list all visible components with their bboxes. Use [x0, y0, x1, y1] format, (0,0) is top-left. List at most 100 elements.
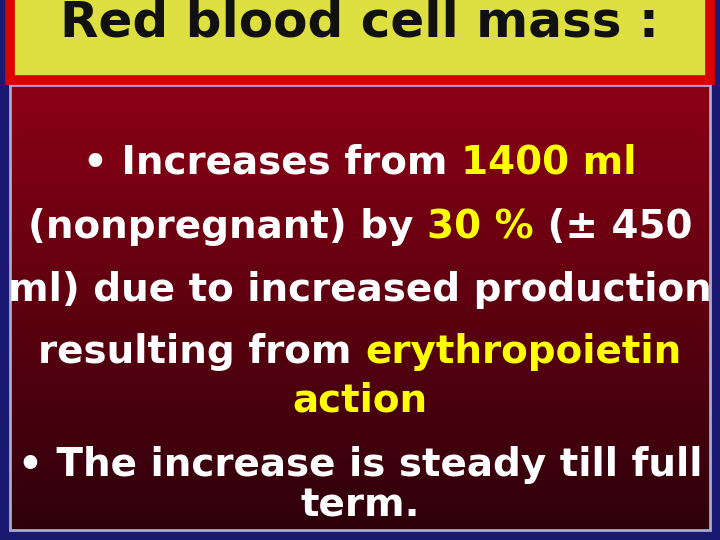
Bar — [10, 262, 710, 266]
Bar — [10, 339, 710, 343]
Bar — [10, 458, 710, 462]
Text: 30 %: 30 % — [427, 208, 534, 246]
Bar — [10, 416, 710, 420]
Text: • Increases from: • Increases from — [84, 144, 462, 182]
Bar — [10, 146, 710, 150]
Text: (± 450: (± 450 — [534, 208, 692, 246]
Bar — [10, 170, 710, 174]
Bar — [10, 520, 710, 524]
Bar — [10, 102, 710, 106]
Bar — [10, 208, 710, 213]
Bar — [10, 283, 710, 287]
Bar — [10, 333, 710, 337]
Bar — [10, 206, 710, 210]
Bar — [10, 220, 710, 225]
Bar — [10, 393, 710, 396]
Bar — [10, 93, 710, 97]
Bar — [10, 404, 710, 408]
Bar — [10, 256, 710, 260]
Bar — [10, 467, 710, 471]
Bar — [10, 372, 710, 376]
Bar — [10, 375, 710, 379]
Bar — [10, 313, 710, 316]
Bar — [10, 295, 710, 299]
Bar — [10, 274, 710, 278]
Bar — [10, 197, 710, 201]
Bar — [10, 511, 710, 515]
Bar — [10, 389, 710, 394]
Bar — [10, 271, 710, 275]
Bar — [10, 461, 710, 465]
Bar — [10, 517, 710, 521]
Bar — [10, 478, 710, 483]
Bar — [10, 230, 710, 233]
Bar — [10, 490, 710, 495]
Bar — [10, 357, 710, 361]
Bar — [10, 194, 710, 198]
Bar — [10, 437, 710, 441]
Bar — [10, 419, 710, 423]
Bar — [10, 455, 710, 459]
Bar — [10, 366, 710, 370]
Bar — [10, 259, 710, 263]
Bar — [10, 472, 710, 477]
Bar — [10, 161, 710, 165]
Bar — [10, 247, 710, 251]
Bar — [10, 496, 710, 501]
Bar — [10, 321, 710, 325]
Bar — [10, 484, 710, 489]
Bar — [10, 179, 710, 183]
Bar — [10, 381, 710, 384]
Bar — [10, 96, 710, 100]
Bar — [10, 182, 710, 186]
Bar — [10, 440, 710, 444]
Bar — [10, 351, 710, 355]
Bar — [10, 505, 710, 509]
Bar — [10, 253, 710, 257]
Bar — [10, 232, 710, 237]
Bar — [10, 301, 710, 305]
Text: resulting from: resulting from — [38, 333, 365, 371]
Bar — [10, 383, 710, 388]
Bar — [10, 476, 710, 480]
Bar — [10, 425, 710, 429]
Bar — [10, 268, 710, 272]
Bar — [10, 289, 710, 293]
Bar — [10, 336, 710, 340]
Bar — [10, 129, 710, 132]
Bar — [10, 143, 710, 147]
Bar — [10, 309, 710, 313]
Bar — [10, 105, 710, 109]
Text: • The increase is steady till full: • The increase is steady till full — [18, 447, 702, 484]
Bar — [10, 488, 710, 491]
Bar — [10, 431, 710, 435]
Bar — [10, 277, 710, 281]
Bar — [10, 413, 710, 417]
Bar — [10, 407, 710, 411]
Bar — [10, 108, 710, 112]
Text: action: action — [292, 382, 428, 420]
Bar — [10, 224, 710, 227]
Bar — [10, 111, 710, 114]
Bar — [10, 185, 710, 189]
Bar — [10, 0, 710, 80]
Bar — [10, 125, 710, 130]
Bar — [10, 218, 710, 221]
Bar — [10, 342, 710, 346]
Bar — [10, 214, 710, 219]
Bar — [10, 422, 710, 426]
Bar — [10, 292, 710, 295]
Bar — [10, 526, 710, 530]
Bar — [10, 140, 710, 144]
Bar — [10, 363, 710, 367]
Bar — [10, 117, 710, 120]
Bar — [10, 330, 710, 334]
Text: 1400 ml: 1400 ml — [462, 144, 636, 182]
Bar — [10, 307, 710, 310]
Bar — [10, 123, 710, 126]
Bar — [10, 315, 710, 319]
Bar — [10, 500, 710, 503]
Text: erythropoietin: erythropoietin — [365, 333, 682, 371]
Bar — [10, 523, 710, 527]
Bar — [10, 235, 710, 239]
